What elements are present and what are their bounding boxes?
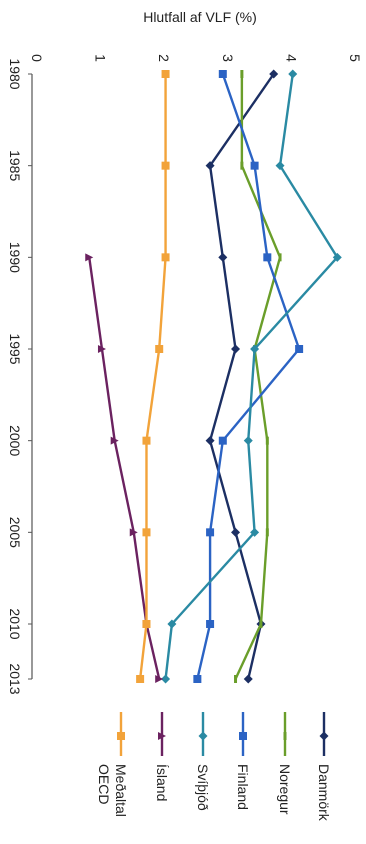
data-point bbox=[269, 69, 279, 79]
series-line bbox=[88, 257, 161, 680]
data-point bbox=[218, 252, 228, 262]
series-3 bbox=[161, 69, 342, 684]
series-line bbox=[196, 73, 301, 680]
value-tick-label: 0 bbox=[29, 54, 45, 62]
legend-marker bbox=[158, 732, 166, 740]
data-point bbox=[97, 345, 106, 353]
data-point bbox=[240, 161, 244, 170]
value-tick-label: 2 bbox=[156, 54, 172, 62]
data-point bbox=[243, 436, 253, 446]
data-point bbox=[275, 161, 285, 171]
value-axis-ticks: 0 1 2 3 4 5 bbox=[29, 54, 363, 62]
data-point bbox=[110, 436, 119, 445]
legend-marker bbox=[198, 731, 208, 741]
data-point bbox=[142, 436, 151, 445]
data-point bbox=[161, 674, 171, 684]
data-point bbox=[231, 527, 241, 537]
year-tick-label: 1980 bbox=[7, 58, 23, 89]
data-point bbox=[205, 436, 215, 446]
series-line bbox=[164, 73, 339, 680]
year-tick-label: 1985 bbox=[7, 150, 23, 181]
legend-label: Ísland bbox=[154, 764, 170, 801]
data-point bbox=[250, 161, 259, 170]
data-point bbox=[155, 675, 164, 683]
data-point bbox=[250, 527, 260, 537]
value-tick-label: 3 bbox=[220, 54, 236, 62]
data-point bbox=[205, 161, 215, 171]
data-point bbox=[278, 253, 282, 262]
legend-item: Danmörk bbox=[316, 712, 332, 822]
data-point bbox=[167, 619, 177, 629]
data-point bbox=[142, 620, 151, 628]
data-point bbox=[218, 436, 227, 445]
data-point bbox=[136, 675, 145, 683]
value-tick-label: 5 bbox=[347, 54, 363, 62]
data-point bbox=[332, 252, 342, 262]
year-tick-label: 1990 bbox=[7, 242, 23, 273]
data-point bbox=[259, 620, 263, 628]
series-5 bbox=[136, 70, 170, 683]
value-axis-title: Hlutfall af VLF (%) bbox=[143, 9, 257, 25]
plot-area: 0 1 2 3 4 5 1980 1985 1990 1995 2000 2005 2010 2013 bbox=[7, 54, 363, 695]
data-point bbox=[288, 69, 298, 79]
data-point bbox=[234, 675, 238, 683]
data-point bbox=[142, 528, 151, 537]
series-line bbox=[138, 74, 167, 680]
data-point bbox=[161, 253, 170, 262]
legend-label: Finland bbox=[235, 764, 251, 810]
data-point bbox=[206, 620, 215, 628]
data-point bbox=[218, 70, 227, 78]
data-point bbox=[193, 675, 202, 683]
value-tick-label: 1 bbox=[93, 54, 109, 62]
year-tick-label: 2010 bbox=[7, 608, 23, 639]
legend-label: Noregur bbox=[277, 764, 293, 815]
data-point bbox=[155, 345, 164, 353]
legend-label: Svíþjóð bbox=[195, 764, 211, 811]
year-tick-label: 2013 bbox=[7, 663, 23, 694]
data-point bbox=[161, 70, 170, 78]
series-lines bbox=[85, 69, 342, 684]
year-tick-label: 2000 bbox=[7, 425, 23, 456]
legend-label: MeðaltalOECD bbox=[96, 764, 129, 817]
legend-marker bbox=[319, 731, 329, 741]
series-4 bbox=[85, 253, 164, 683]
data-point bbox=[263, 253, 272, 262]
year-tick-label: 2005 bbox=[7, 517, 23, 548]
series-line bbox=[208, 73, 275, 680]
legend-item: Noregur bbox=[277, 712, 293, 815]
data-point bbox=[206, 528, 215, 537]
series-0 bbox=[205, 69, 279, 684]
data-point bbox=[243, 674, 253, 684]
year-tick-label: 1995 bbox=[7, 333, 23, 364]
data-point bbox=[129, 528, 138, 537]
data-point bbox=[250, 344, 260, 354]
data-point bbox=[231, 344, 241, 354]
data-point bbox=[295, 345, 304, 353]
legend-item: Svíþjóð bbox=[195, 712, 211, 811]
data-point bbox=[265, 436, 269, 445]
legend-item: Ísland bbox=[154, 712, 170, 801]
legend: Danmörk Noregur Finland Svíþjóð Ísland Meðalt… bbox=[96, 712, 332, 822]
data-point bbox=[240, 70, 244, 78]
data-point bbox=[265, 528, 269, 537]
data-point bbox=[161, 161, 170, 170]
legend-marker bbox=[239, 732, 247, 740]
year-axis-ticks: 1980 1985 1990 1995 2000 2005 2010 2013 bbox=[7, 58, 32, 695]
data-point bbox=[85, 253, 94, 262]
legend-label: Danmörk bbox=[316, 764, 332, 822]
legend-marker bbox=[117, 732, 125, 740]
value-tick-label: 4 bbox=[283, 54, 299, 62]
legend-item: Finland bbox=[235, 712, 251, 810]
legend-marker bbox=[283, 732, 287, 740]
series-2 bbox=[193, 70, 304, 683]
legend-item: MeðaltalOECD bbox=[96, 712, 129, 817]
